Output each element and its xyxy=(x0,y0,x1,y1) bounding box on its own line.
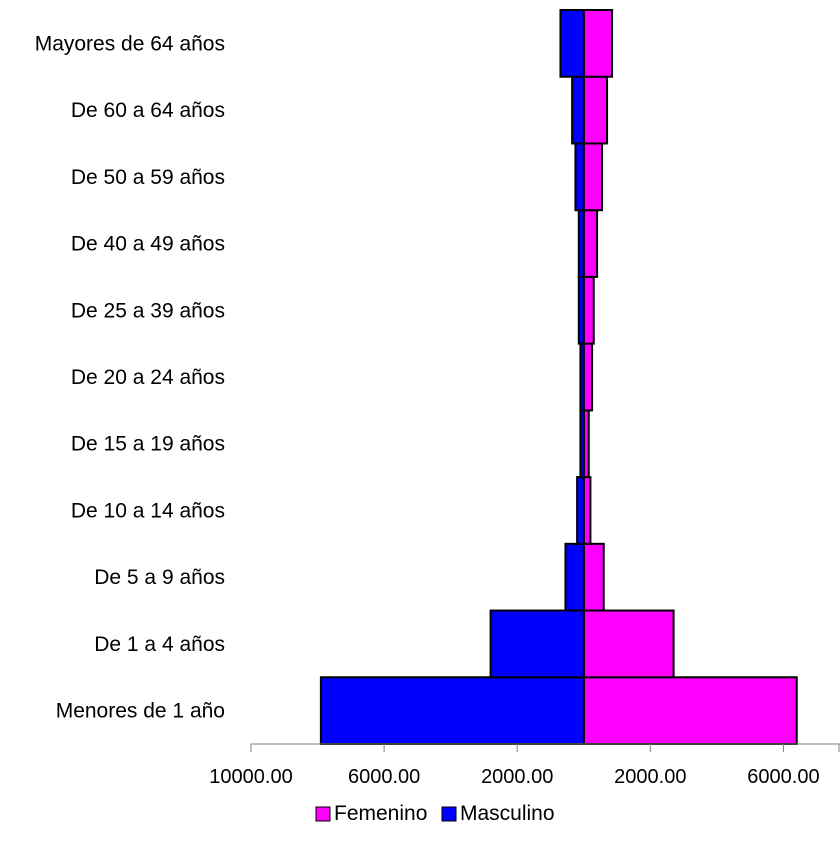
category-label: De 60 a 64 años xyxy=(71,99,225,122)
bar-masculino-0 xyxy=(319,676,585,745)
category-label: Mayores de 64 años xyxy=(35,32,225,55)
bar-masculino-1 xyxy=(489,609,585,679)
bar-femenino-6 xyxy=(582,275,595,345)
x-tick-label: 6000.00 xyxy=(348,766,420,788)
bar-femenino-9 xyxy=(582,75,609,145)
bar-masculino-2 xyxy=(564,542,585,612)
bar-femenino-2 xyxy=(582,542,605,612)
x-axis: 10000.00 6000.00 2000.00 2000.00 6000.00 xyxy=(209,743,840,788)
bar-masculino-8 xyxy=(574,142,585,212)
x-tick-label: 2000.00 xyxy=(614,766,686,788)
bars-layer xyxy=(319,9,798,745)
bar-masculino-3 xyxy=(576,476,585,545)
bar-femenino-1 xyxy=(582,609,675,679)
category-label: De 15 a 19 años xyxy=(71,433,225,456)
category-label: De 25 a 39 años xyxy=(71,299,225,322)
category-label: De 50 a 59 años xyxy=(71,166,225,189)
category-label: De 10 a 14 años xyxy=(71,499,225,522)
bar-masculino-6 xyxy=(577,275,585,345)
category-label: De 40 a 49 años xyxy=(71,233,225,256)
category-label: De 5 a 9 años xyxy=(94,566,225,589)
bar-masculino-9 xyxy=(571,75,585,145)
category-label: Menores de 1 año xyxy=(56,700,225,723)
bar-femenino-10 xyxy=(582,9,614,78)
category-labels: Menores de 1 año De 1 a 4 años De 5 a 9 añ… xyxy=(35,32,225,722)
legend: Femenino Masculino xyxy=(315,802,555,825)
category-label: De 20 a 24 años xyxy=(71,366,225,389)
bar-masculino-10 xyxy=(559,9,585,78)
x-tick-label: 10000.00 xyxy=(209,766,292,788)
legend-swatch-masculino xyxy=(441,806,457,822)
bar-femenino-7 xyxy=(582,209,599,278)
x-tick-label: 2000.00 xyxy=(481,766,553,788)
bar-masculino-7 xyxy=(577,209,585,278)
bar-femenino-8 xyxy=(582,142,604,212)
legend-label: Femenino xyxy=(334,802,427,825)
category-label: De 1 a 4 años xyxy=(94,633,225,656)
bar-femenino-0 xyxy=(582,676,798,745)
bar-femenino-5 xyxy=(582,342,594,412)
x-tick-label: 6000.00 xyxy=(747,766,819,788)
legend-swatch-femenino xyxy=(315,806,331,822)
legend-label: Masculino xyxy=(460,802,555,825)
